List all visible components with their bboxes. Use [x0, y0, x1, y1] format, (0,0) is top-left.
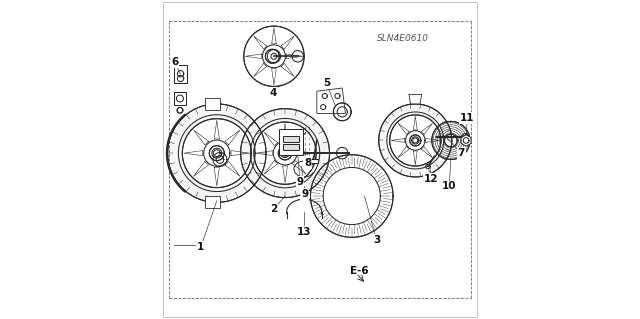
Polygon shape — [390, 115, 441, 166]
Text: 10: 10 — [442, 182, 456, 191]
Bar — [284, 136, 300, 142]
FancyBboxPatch shape — [205, 98, 220, 110]
Polygon shape — [213, 152, 227, 167]
Polygon shape — [177, 70, 184, 77]
Polygon shape — [322, 93, 327, 99]
Polygon shape — [432, 122, 470, 160]
Polygon shape — [292, 50, 303, 62]
Text: 5: 5 — [323, 78, 330, 88]
Polygon shape — [335, 93, 340, 99]
Text: 9: 9 — [296, 177, 303, 187]
Text: 9: 9 — [301, 189, 308, 199]
Polygon shape — [266, 49, 279, 63]
Polygon shape — [317, 88, 346, 114]
Polygon shape — [333, 103, 351, 121]
Text: 7: 7 — [458, 148, 465, 158]
Text: 1: 1 — [197, 242, 205, 252]
Text: 4: 4 — [269, 88, 277, 98]
Polygon shape — [379, 104, 452, 177]
Text: 13: 13 — [297, 227, 312, 237]
Bar — [174, 92, 186, 105]
Polygon shape — [182, 119, 252, 188]
Polygon shape — [426, 164, 430, 169]
Polygon shape — [461, 135, 471, 146]
Polygon shape — [244, 26, 304, 86]
Text: 3: 3 — [373, 234, 380, 245]
Polygon shape — [310, 155, 393, 237]
FancyBboxPatch shape — [205, 197, 220, 208]
Polygon shape — [177, 95, 184, 102]
Text: 8: 8 — [304, 158, 312, 168]
Polygon shape — [321, 105, 326, 110]
Text: E-6: E-6 — [350, 266, 369, 276]
Polygon shape — [168, 104, 266, 202]
Polygon shape — [210, 199, 215, 205]
Polygon shape — [210, 101, 215, 107]
Text: SLN4E0610: SLN4E0610 — [376, 34, 429, 43]
Polygon shape — [462, 133, 468, 140]
Polygon shape — [337, 147, 348, 159]
Bar — [284, 144, 300, 150]
Polygon shape — [409, 94, 422, 104]
Polygon shape — [241, 109, 330, 197]
Polygon shape — [445, 134, 457, 147]
Polygon shape — [209, 146, 224, 160]
Polygon shape — [254, 122, 316, 184]
Text: 6: 6 — [172, 57, 179, 67]
Polygon shape — [410, 135, 420, 146]
Bar — [279, 129, 303, 155]
Bar — [310, 159, 319, 163]
Text: 11: 11 — [460, 113, 475, 123]
Text: 12: 12 — [424, 174, 438, 183]
Polygon shape — [177, 108, 183, 113]
Bar — [174, 65, 188, 83]
Polygon shape — [278, 146, 292, 160]
Text: 2: 2 — [270, 204, 278, 214]
Polygon shape — [177, 75, 184, 82]
